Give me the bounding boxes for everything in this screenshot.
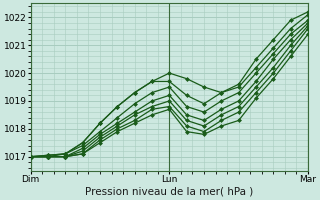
X-axis label: Pression niveau de la mer( hPa ): Pression niveau de la mer( hPa ) bbox=[85, 187, 253, 197]
